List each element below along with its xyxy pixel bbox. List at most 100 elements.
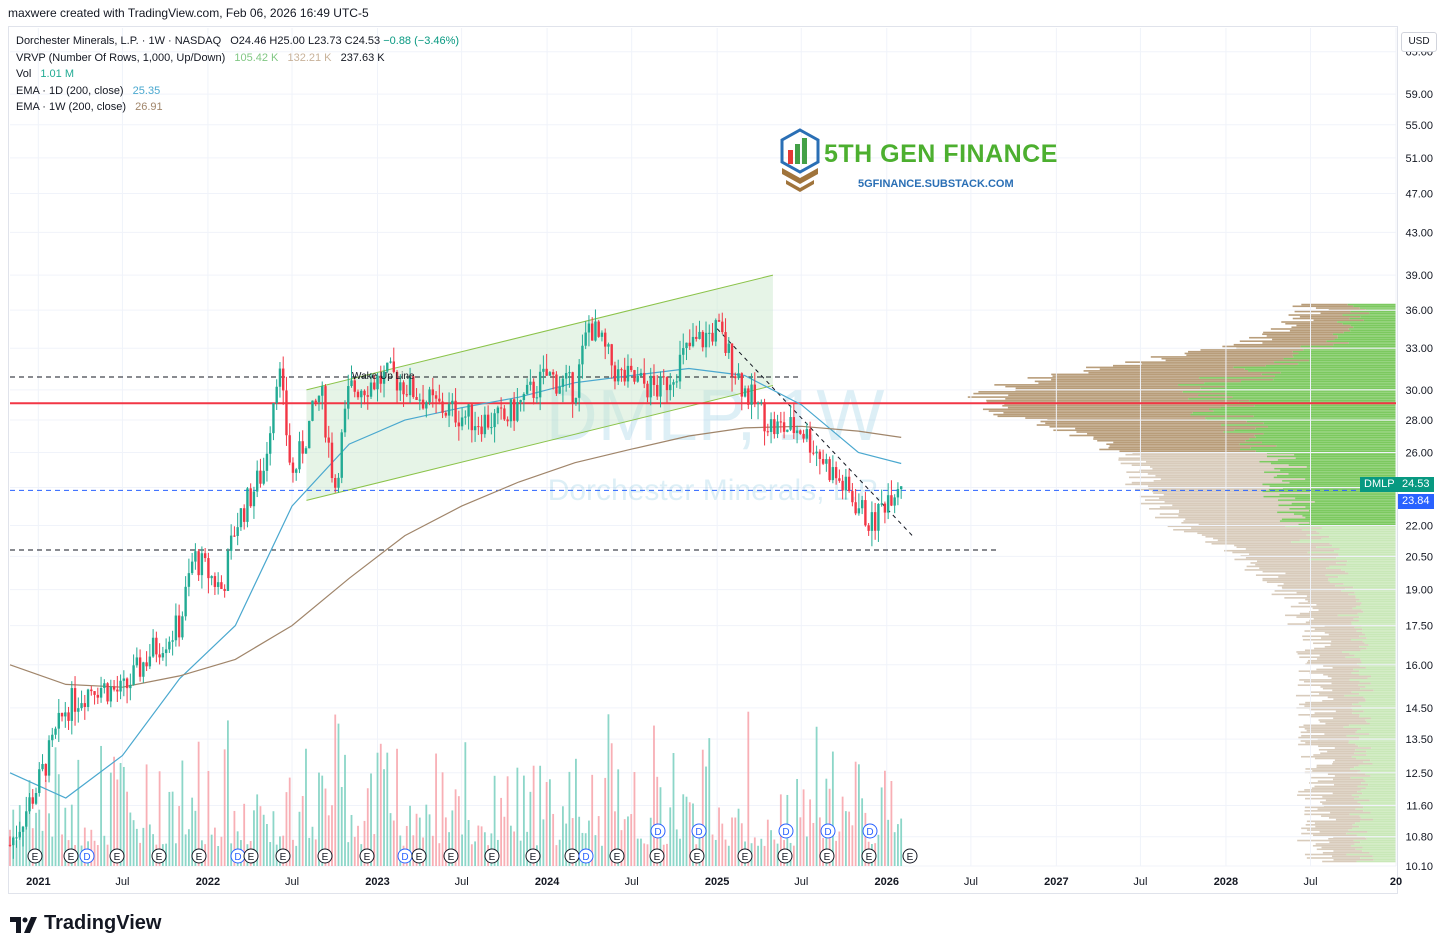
profile-row-up	[1288, 473, 1396, 475]
volume-bar	[532, 765, 535, 866]
candle-body	[99, 687, 103, 698]
profile-row-up	[1365, 773, 1396, 775]
candle-body	[480, 426, 483, 435]
volume-bar	[461, 834, 463, 866]
profile-row-down	[1309, 782, 1362, 784]
profile-row-up	[1360, 604, 1396, 606]
time-tick-label: Jul	[625, 876, 639, 888]
volume-bar	[269, 842, 272, 866]
dividend-marker[interactable]: D	[820, 823, 836, 839]
profile-row-up	[1292, 354, 1396, 356]
profile-row-down	[1322, 687, 1361, 690]
profile-row-up	[1245, 439, 1396, 442]
profile-row-up	[1354, 766, 1396, 769]
profile-row-up	[1337, 614, 1396, 617]
candle-body	[857, 508, 861, 514]
profile-row-up	[1352, 712, 1396, 714]
profile-row-up	[1345, 588, 1396, 590]
candle-body	[96, 694, 100, 698]
earnings-marker[interactable]: E	[689, 848, 705, 864]
profile-row-down	[1320, 312, 1370, 315]
earnings-marker[interactable]: E	[564, 848, 580, 864]
wake-up-line-label: Wake Up Line	[352, 371, 415, 382]
earnings-marker[interactable]: E	[902, 848, 918, 864]
time-tick-label: 2022	[196, 876, 220, 888]
candle-body	[499, 407, 503, 409]
currency-button[interactable]: USD	[1401, 32, 1437, 52]
profile-row-down	[1007, 406, 1221, 409]
profile-row-down	[1285, 572, 1349, 575]
profile-row-down	[1314, 822, 1356, 824]
earnings-marker[interactable]: E	[27, 848, 43, 864]
legend-ema-daily-row[interactable]: EMA · 1D (200, close) 25.35	[16, 83, 459, 100]
earnings-marker[interactable]: E	[411, 848, 427, 864]
volume-bar	[392, 820, 395, 866]
profile-row-down	[1236, 546, 1317, 549]
dividend-marker[interactable]: D	[691, 823, 707, 839]
profile-row-up	[1329, 542, 1396, 545]
candle-body	[551, 372, 555, 375]
profile-row-down	[1262, 577, 1329, 580]
volume-bar	[350, 814, 353, 866]
legend-vol-row[interactable]: Vol 1.01 M	[16, 66, 459, 83]
earnings-marker[interactable]: E	[609, 848, 625, 864]
profile-row-up	[1336, 556, 1396, 559]
dividend-marker[interactable]: D	[79, 848, 95, 864]
candle-body	[769, 419, 773, 432]
legend-symbol-row[interactable]: Dorchester Minerals, L.P. · 1W · NASDAQ …	[16, 33, 459, 50]
profile-row-up	[1364, 642, 1396, 645]
earnings-marker[interactable]: E	[819, 848, 835, 864]
profile-row-down	[997, 415, 1254, 418]
volume-bar	[636, 838, 639, 866]
earnings-marker[interactable]: E	[317, 848, 333, 864]
earnings-marker[interactable]: E	[777, 848, 793, 864]
legend-vrvp-row[interactable]: VRVP (Number Of Rows, 1,000, Up/Down) 10…	[16, 50, 459, 67]
dividend-marker[interactable]: D	[578, 848, 594, 864]
profile-row-down	[1299, 315, 1361, 318]
earnings-marker[interactable]: E	[63, 848, 79, 864]
time-tick-label: Jul	[115, 876, 129, 888]
dividend-marker[interactable]: D	[230, 848, 246, 864]
candle-body	[834, 467, 838, 479]
event-marker-label: E	[322, 852, 329, 863]
tradingview-logo[interactable]: TradingView	[10, 912, 161, 935]
event-marker-label: E	[742, 852, 749, 863]
earnings-marker[interactable]: E	[484, 848, 500, 864]
volume-bar	[509, 825, 512, 866]
legend-ema-weekly-row[interactable]: EMA · 1W (200, close) 26.91	[16, 99, 459, 116]
earnings-marker[interactable]: E	[275, 848, 291, 864]
dividend-marker[interactable]: D	[650, 823, 666, 839]
earnings-marker[interactable]: E	[525, 848, 541, 864]
brand-url[interactable]: 5GFINANCE.SUBSTACK.COM	[858, 178, 1014, 190]
profile-row-down	[1314, 712, 1353, 714]
dividend-marker[interactable]: D	[397, 848, 413, 864]
earnings-marker[interactable]: E	[109, 848, 125, 864]
dividend-marker[interactable]: D	[778, 823, 794, 839]
earnings-marker[interactable]: E	[359, 848, 375, 864]
candle-body	[438, 398, 441, 402]
profile-row-down	[1263, 331, 1344, 334]
earnings-marker[interactable]: E	[861, 848, 877, 864]
earnings-marker[interactable]: E	[443, 848, 459, 864]
earnings-marker[interactable]: E	[191, 848, 207, 864]
candle-body	[574, 397, 578, 404]
candle-body	[607, 344, 610, 347]
volume-bar	[139, 842, 141, 866]
earnings-marker[interactable]: E	[649, 848, 665, 864]
earnings-marker[interactable]: E	[737, 848, 753, 864]
candle-body	[721, 321, 724, 333]
candle-body	[161, 653, 165, 658]
earnings-marker[interactable]: E	[243, 848, 259, 864]
profile-row-up	[1192, 411, 1396, 414]
profile-row-down	[1302, 635, 1360, 638]
earnings-marker[interactable]: E	[151, 848, 167, 864]
volume-bar	[451, 810, 454, 866]
event-marker-label: E	[866, 852, 873, 863]
volume-bar	[113, 756, 115, 866]
profile-row-up	[1355, 748, 1396, 751]
candle-body	[158, 654, 161, 658]
profile-row-down	[1309, 672, 1352, 674]
volume-bar	[877, 834, 880, 866]
dividend-marker[interactable]: D	[862, 823, 878, 839]
